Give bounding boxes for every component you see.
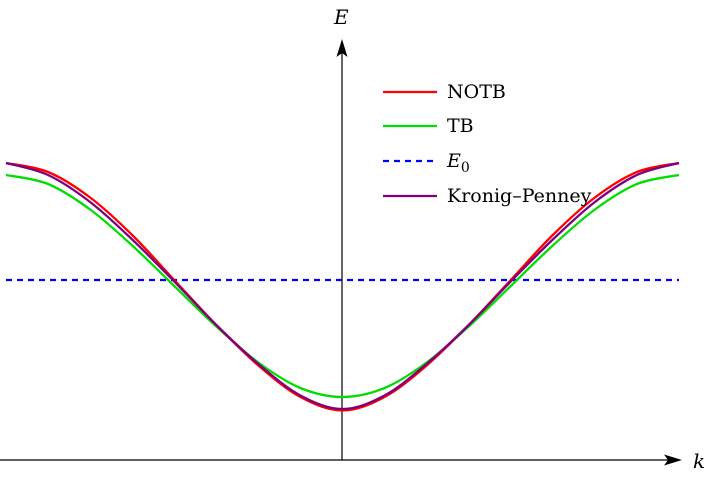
axes: k E	[0, 5, 705, 473]
y-axis-arrow-icon	[336, 39, 348, 57]
x-axis-arrow-icon	[664, 454, 682, 466]
series-line-kronig-penney	[5, 161, 680, 411]
plot-area	[5, 161, 680, 412]
legend-label-e0-subscript: 0	[461, 160, 470, 176]
legend-label-e0-symbol: E	[446, 150, 461, 172]
x-axis-label: k	[693, 449, 705, 473]
series-line-tb	[5, 173, 680, 399]
legend-label-kronig-penney: Kronig–Penney	[447, 185, 592, 207]
legend-label-notb: NOTB	[447, 81, 506, 103]
legend: NOTB TB E0 Kronig–Penney	[383, 81, 592, 207]
legend-label-e0: E0	[446, 150, 470, 176]
y-axis-label: E	[333, 5, 349, 29]
legend-label-tb: TB	[447, 115, 474, 137]
series-line-notb	[5, 161, 680, 412]
